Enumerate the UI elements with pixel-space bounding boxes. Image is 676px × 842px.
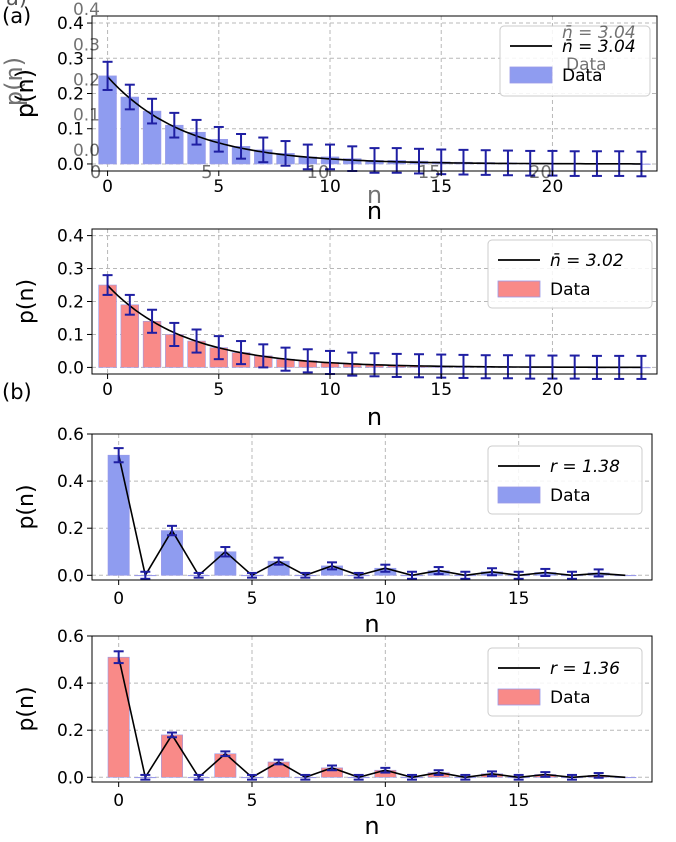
bar — [107, 656, 130, 778]
y-tick-label: 0.1 — [57, 325, 84, 345]
legend-fit-label: n̄ = 3.04 — [562, 37, 636, 57]
x-axis-label: n — [364, 610, 379, 638]
panel-label-b: (b) — [2, 380, 32, 404]
legend-data-swatch — [509, 66, 553, 84]
y-tick-label: 0.4 — [57, 227, 84, 247]
x-tick-label: 0 — [113, 589, 124, 609]
y-tick-label: 0.2 — [57, 85, 84, 105]
y-tick-label: 0.2 — [57, 721, 84, 741]
legend-data-label: Data — [550, 688, 591, 708]
x-tick-label: 0 — [102, 177, 113, 197]
ghost-y-tick-label: 0.1 — [73, 106, 100, 126]
chart-a-top: 0 5 10 15 200.00.10.20.30.4np(n)n̄ = 3.04Dat… — [0, 0, 658, 225]
y-tick-label: 0.0 — [57, 566, 84, 586]
ghost-x-axis-label: n — [367, 181, 382, 209]
chart-b-top: 0 5 10 15 0.0 0.2 0.4 0.6 n p(n) r = 1.38 Data — [14, 425, 653, 638]
legend-data-label: Data — [562, 66, 603, 86]
x-axis-label: n — [367, 197, 382, 225]
y-tick-label: 0.1 — [57, 120, 84, 140]
legend: r = 1.36 Data — [487, 647, 643, 717]
x-tick-label: 10 — [319, 380, 341, 400]
x-tick-label: 0 — [102, 380, 113, 400]
bar — [161, 530, 183, 576]
bar — [614, 574, 637, 577]
y-axis-label: p(n) — [14, 686, 39, 731]
legend-data-swatch — [497, 280, 541, 298]
ghost-x-tick-label: 15 — [418, 162, 441, 183]
x-tick-label: 15 — [430, 380, 452, 400]
y-tick-label: 0.3 — [57, 260, 84, 280]
x-tick-label: 10 — [375, 589, 397, 609]
x-axis-label: n — [364, 812, 379, 840]
y-axis-label: p(n) — [14, 279, 39, 324]
legend-fit-label: n̄ = 3.02 — [550, 251, 624, 271]
ghost-x-tick-label: 10 — [307, 162, 330, 183]
x-tick-label: 5 — [247, 791, 258, 811]
fit-line — [117, 657, 626, 780]
y-tick-label: 0.3 — [57, 49, 84, 69]
bar — [107, 454, 130, 576]
ghost-y-tick-label: 0.4 — [73, 0, 100, 20]
ghost-legend-fit-label: n̄ = 3.04 — [562, 23, 636, 43]
legend-fit-label: r = 1.38 — [550, 457, 620, 477]
axes-frame — [91, 433, 653, 581]
y-tick-label: 0.6 — [57, 425, 84, 445]
ghost-x-tick-label: 20 — [529, 162, 552, 183]
bar — [98, 284, 117, 368]
x-tick-label: 5 — [213, 380, 224, 400]
legend: r = 1.38 Data — [487, 445, 643, 515]
legend-data-label: Data — [550, 486, 591, 506]
x-tick-label: 15 — [430, 177, 452, 197]
y-tick-label: 0.0 — [57, 768, 84, 788]
ghost-y-axis-label: p(n) — [0, 57, 28, 106]
x-tick-label: 20 — [542, 177, 564, 197]
chart-ghost-overlay: 0 5 10 15 200.00.10.20.30.4np(n)n̄ = 3.04Dat… — [0, 0, 636, 209]
x-tick-label: 20 — [542, 380, 564, 400]
y-tick-label: 0.2 — [57, 293, 84, 313]
panel-label-a-ghost: a) — [6, 0, 27, 10]
y-axis-label: p(n) — [11, 69, 39, 118]
y-tick-label: 0.0 — [57, 358, 84, 378]
ghost-x-tick-label: 0 — [90, 162, 101, 183]
x-tick-label: 15 — [508, 791, 530, 811]
axes-frame — [91, 635, 653, 783]
y-tick-label: 0.4 — [57, 472, 84, 492]
legend-data-swatch — [497, 486, 541, 504]
y-tick-label: 0.4 — [57, 14, 84, 34]
ghost-y-tick-label: 0.0 — [73, 141, 100, 161]
legend-data-swatch — [497, 688, 541, 706]
bar — [161, 734, 183, 778]
ghost-y-tick-label: 0.2 — [73, 71, 100, 91]
panel-label-a: (a) — [2, 4, 32, 28]
chart-a-bottom: 0 5 10 15 20 0.0 0.1 0.2 0.3 0.4 n p(n) n̄ = 3.02 Dat… — [14, 227, 658, 431]
x-tick-label: 5 — [213, 177, 224, 197]
x-axis-label: n — [367, 403, 382, 431]
x-tick-label: 5 — [247, 589, 258, 609]
x-tick-label: 0 — [113, 791, 124, 811]
chart-b-bottom: 0 5 10 15 0.0 0.2 0.4 0.6 n p(n) r = 1.36 Data — [14, 627, 653, 840]
legend-data-label: Data — [550, 280, 591, 300]
bar — [214, 753, 237, 778]
ghost-legend-data-label: Data — [566, 55, 607, 75]
bar — [614, 776, 637, 779]
y-tick-label: 0.2 — [57, 519, 84, 539]
legend: n̄ = 3.02 Data — [487, 239, 653, 309]
fit-line — [117, 455, 626, 578]
y-tick-label: 0.6 — [57, 627, 84, 647]
ghost-y-tick-label: 0.3 — [73, 35, 100, 55]
x-tick-label: 10 — [375, 791, 397, 811]
ghost-x-tick-label: 5 — [201, 162, 212, 183]
y-tick-label: 0.4 — [57, 674, 84, 694]
legend-fit-label: r = 1.36 — [550, 659, 620, 679]
x-tick-label: 10 — [319, 177, 341, 197]
x-tick-label: 15 — [508, 589, 530, 609]
y-tick-label: 0.0 — [57, 155, 84, 175]
y-axis-label: p(n) — [14, 484, 39, 529]
